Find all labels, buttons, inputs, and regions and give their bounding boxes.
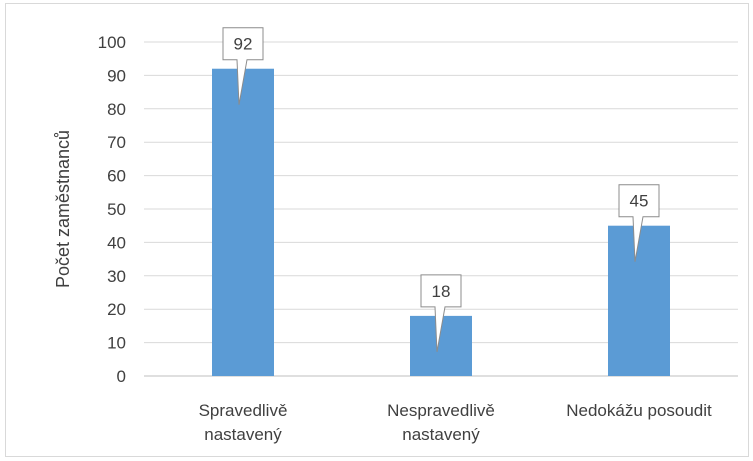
- data-label-callout: 45: [618, 184, 660, 262]
- category-label: Spravedlivě nastavený: [199, 401, 288, 444]
- data-label-callout: 18: [420, 274, 462, 352]
- data-labels: 92 18 45: [222, 27, 660, 352]
- y-tick-label: 40: [107, 233, 126, 252]
- y-tick-label: 0: [117, 367, 126, 386]
- bar: [608, 225, 670, 376]
- y-tick-label: 20: [107, 300, 126, 319]
- y-tick-label: 60: [107, 167, 126, 186]
- data-label: 92: [234, 35, 253, 54]
- y-tick-label: 100: [98, 33, 126, 52]
- y-tick-label: 90: [107, 66, 126, 85]
- bar: [212, 68, 274, 376]
- y-tick-label: 30: [107, 267, 126, 286]
- data-label: 45: [630, 192, 649, 211]
- y-tick-label: 50: [107, 200, 126, 219]
- y-tick-label: 80: [107, 100, 126, 119]
- y-axis-title: Počet zaměstnanců: [53, 130, 73, 288]
- category-label: Nespravedlivě nastavený: [387, 401, 495, 444]
- y-tick-label: 70: [107, 133, 126, 152]
- data-label-callout: 92: [222, 27, 264, 105]
- category-labels: Spravedlivě nastavený Nespravedlivě nastave…: [199, 401, 712, 444]
- data-label: 18: [432, 282, 451, 301]
- y-tick-labels: 0 10 20 30 40 50 60 70 80 90 100: [98, 33, 126, 386]
- category-label: Nedokážu posoudit: [566, 401, 712, 420]
- y-tick-label: 10: [107, 334, 126, 353]
- bars: [212, 68, 670, 376]
